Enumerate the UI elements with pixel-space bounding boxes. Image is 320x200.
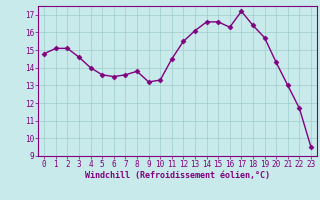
X-axis label: Windchill (Refroidissement éolien,°C): Windchill (Refroidissement éolien,°C) [85, 171, 270, 180]
